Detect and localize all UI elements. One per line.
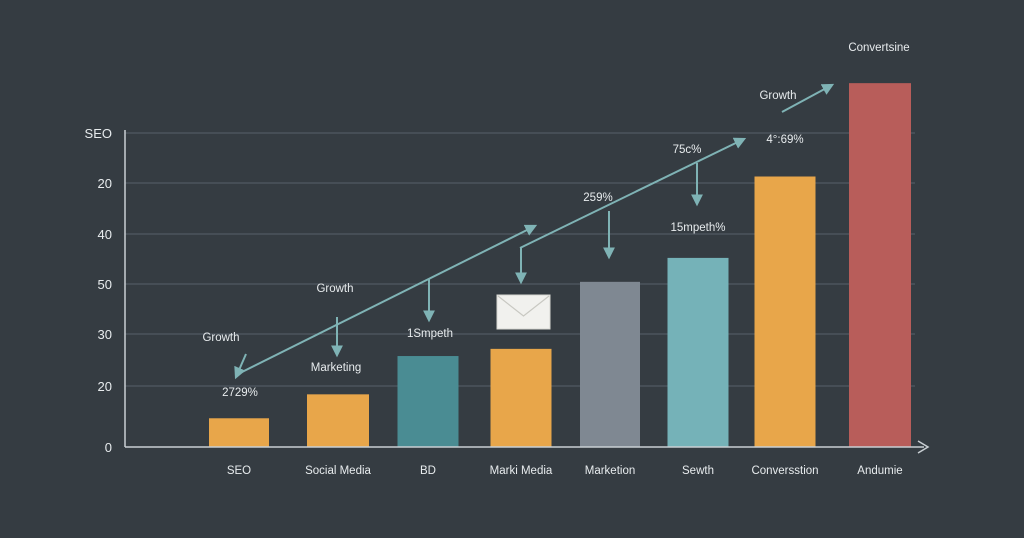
- y-tick-label: 30: [98, 327, 112, 342]
- y-tick-label: 0: [105, 440, 112, 455]
- annotation-259: 259%: [583, 192, 612, 204]
- y-tick-label: 20: [98, 379, 112, 394]
- envelope-icon: [496, 294, 551, 330]
- annotation-convertsine: Convertsine: [848, 42, 909, 54]
- bar-7: [754, 176, 816, 447]
- annotation-growth-mid: Growth: [316, 283, 353, 295]
- x-category-label: Sewth: [682, 465, 714, 477]
- down-arrow-1: [234, 353, 247, 380]
- x-category-label: Marki Media: [490, 465, 553, 477]
- bar-8: [849, 83, 911, 448]
- bar-5: [580, 281, 640, 447]
- y-tick-label: SEO: [85, 126, 112, 141]
- annotations: Convertsine Growth 75c% 4°:69% 259% 15mp…: [202, 42, 909, 399]
- x-category-label: Social Media: [305, 465, 371, 477]
- bar-3: [397, 356, 459, 447]
- bar-2: [307, 394, 369, 447]
- trend-arrow-1: [235, 224, 538, 376]
- trend-arrow-2: [519, 137, 747, 249]
- bar-1: [209, 418, 269, 447]
- annotation-4-69: 4°:69%: [766, 134, 803, 146]
- x-axis-category-labels: SEO Social Media BD Marki Media Marketion Sew…: [227, 465, 903, 477]
- bar-6: [667, 257, 729, 447]
- x-category-label: Conversstion: [751, 465, 818, 477]
- y-axis-tick-labels: 0 20 30 50 40 20 SEO: [85, 126, 112, 455]
- annotation-growth-top: Growth: [759, 90, 796, 102]
- y-tick-label: 50: [98, 277, 112, 292]
- trend-arrow-3: [781, 83, 835, 113]
- y-tick-label: 20: [98, 176, 112, 191]
- annotation-1smpeth: 1Smpeth: [407, 328, 453, 340]
- x-category-label: Andumie: [857, 465, 902, 477]
- annotation-growth-left: Growth: [202, 332, 239, 344]
- annotation-75c: 75c%: [673, 144, 702, 156]
- bars: [209, 83, 911, 448]
- x-category-label: BD: [420, 465, 436, 477]
- x-category-label: SEO: [227, 465, 251, 477]
- annotation-marketing: Marketing: [311, 362, 362, 374]
- bar-4: [490, 348, 552, 447]
- annotation-2729: 2729%: [222, 387, 258, 399]
- y-tick-label: 40: [98, 227, 112, 242]
- x-category-label: Marketion: [585, 465, 636, 477]
- annotation-15mpeth: 15mpeth%: [671, 222, 726, 234]
- growth-arrows: [234, 83, 835, 380]
- x-axis-arrowhead-icon: [917, 440, 930, 454]
